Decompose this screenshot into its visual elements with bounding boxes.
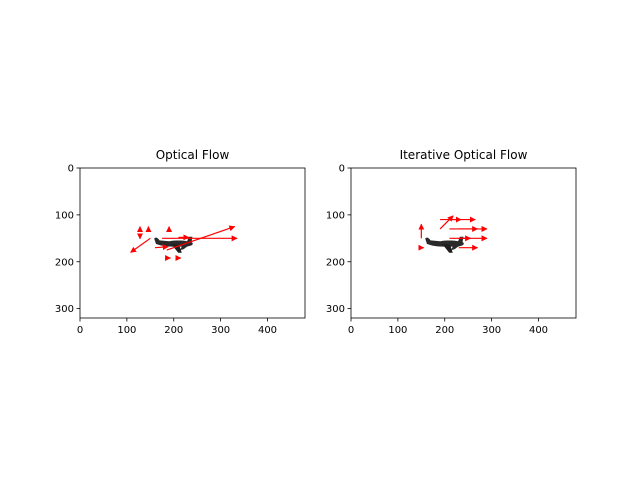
iterative-optical-flow-flow-arrow bbox=[439, 215, 454, 230]
iterative-optical-flow-x-tick-label: 300 bbox=[482, 325, 501, 336]
optical-flow-x-tick-label: 200 bbox=[164, 325, 183, 336]
optical-flow-y-tick-label: 0 bbox=[68, 164, 74, 175]
iterative-optical-flow-x-tick-label: 0 bbox=[348, 325, 354, 336]
optical-flow-flow-arrow bbox=[130, 237, 151, 253]
iterative-optical-flow-y-tick-label: 100 bbox=[326, 210, 345, 221]
iterative-optical-flow-y-tick-label: 300 bbox=[326, 304, 345, 315]
iterative-optical-flow-x-tick-label: 400 bbox=[529, 325, 548, 336]
iterative-optical-flow-y-tick-label: 200 bbox=[326, 257, 345, 268]
optical-flow-x-tick-label: 100 bbox=[117, 325, 136, 336]
iterative-optical-flow-y-tick-label: 0 bbox=[339, 164, 345, 175]
iterative-optical-flow-x-tick-label: 200 bbox=[435, 325, 454, 336]
iterative-optical-flow-x-tick-label: 100 bbox=[388, 325, 407, 336]
iterative-optical-flow-axes: Iterative Optical Flow 0 100 200 300 400 0 100 2… bbox=[326, 148, 577, 336]
optical-flow-title: Optical Flow bbox=[156, 148, 230, 162]
optical-flow-x-tick-label: 400 bbox=[258, 325, 277, 336]
optical-flow-x-tick-label: 300 bbox=[211, 325, 230, 336]
optical-flow-flow-arrow bbox=[166, 225, 236, 251]
optical-flow-flow-arrow bbox=[154, 244, 169, 251]
optical-flow-x-tick-label: 0 bbox=[77, 325, 83, 336]
optical-flow-y-tick-label: 300 bbox=[55, 304, 74, 315]
iterative-optical-flow-title: Iterative Optical Flow bbox=[400, 148, 528, 162]
optical-flow-axes: Optical Flow 0 100 200 300 400 0 100 200 300 bbox=[55, 148, 306, 336]
optical-flow-y-tick-label: 200 bbox=[55, 257, 74, 268]
optical-flow-y-tick-label: 100 bbox=[55, 210, 74, 221]
